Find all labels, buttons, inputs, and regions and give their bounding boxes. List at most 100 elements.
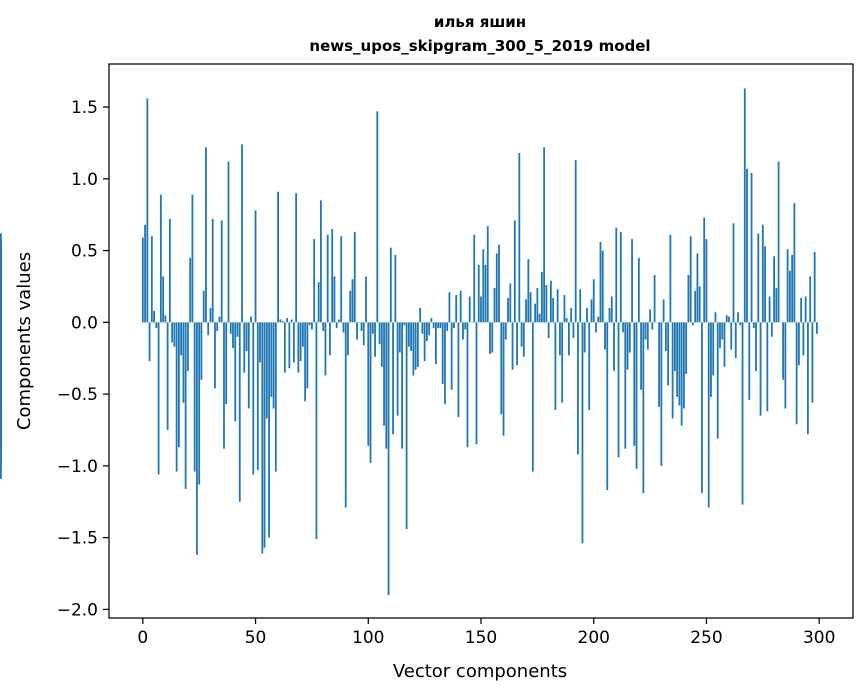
bar (723, 322, 726, 367)
x-axis-ticks: 0 50 100 150 200 250 300 (137, 618, 835, 648)
bar (597, 316, 600, 323)
bar (545, 285, 548, 323)
bar (385, 322, 388, 449)
bar (732, 223, 735, 323)
bar (338, 319, 340, 323)
bar (770, 322, 773, 337)
bar (509, 283, 512, 323)
bar (462, 322, 464, 340)
bar (710, 322, 712, 397)
bar (353, 231, 356, 323)
bar (259, 322, 261, 363)
bar (570, 307, 573, 323)
bar (349, 290, 352, 323)
bar (536, 287, 539, 323)
bar (664, 322, 667, 352)
bar (191, 194, 194, 323)
bar (513, 220, 516, 323)
bar (367, 322, 370, 446)
bar (394, 254, 397, 323)
bar (216, 322, 219, 331)
bar (455, 295, 458, 323)
bar (565, 318, 568, 323)
y-tick-label: 1.5 (71, 98, 98, 118)
bar (633, 322, 636, 446)
bar (588, 322, 591, 410)
bar (180, 322, 183, 356)
bar (556, 289, 559, 323)
bar (714, 312, 717, 323)
bar (793, 203, 796, 323)
bar (653, 274, 656, 323)
bar (171, 322, 174, 343)
bar (502, 322, 505, 436)
bar (250, 316, 252, 323)
bar (797, 322, 800, 366)
bar (209, 307, 212, 323)
bar (683, 322, 685, 409)
bar (157, 322, 160, 475)
bar (227, 161, 230, 323)
bar (392, 322, 394, 435)
bar (184, 322, 187, 489)
bar (297, 322, 300, 373)
bar (459, 290, 462, 323)
bar (520, 322, 523, 347)
bar (398, 322, 401, 353)
bar (813, 252, 816, 323)
bar (243, 322, 246, 373)
bar (477, 264, 480, 323)
bar (144, 224, 146, 323)
bar (782, 322, 785, 380)
bar (549, 280, 552, 323)
bar (525, 299, 527, 323)
bar (225, 322, 228, 405)
bar (241, 144, 243, 323)
bar (712, 322, 715, 376)
bar (606, 322, 609, 491)
bar (701, 322, 703, 494)
bar (637, 257, 640, 323)
bar (177, 322, 180, 448)
bar (288, 322, 291, 369)
bar (187, 322, 189, 372)
bar (464, 322, 467, 330)
bar (768, 296, 771, 323)
bar (148, 322, 151, 362)
bar (247, 322, 250, 409)
bar (504, 322, 507, 340)
bar (383, 322, 385, 426)
x-tick-label: 100 (352, 628, 384, 648)
bar (577, 322, 579, 455)
bar (608, 307, 611, 323)
bar (324, 322, 327, 376)
bar (205, 147, 207, 323)
bar (599, 241, 602, 323)
bar (766, 322, 769, 412)
bar (592, 279, 595, 323)
bar (423, 322, 426, 362)
bar (444, 322, 446, 405)
bar (750, 173, 753, 323)
bar (329, 322, 331, 356)
bar (595, 322, 597, 333)
bar (351, 279, 354, 323)
bar (694, 290, 697, 323)
bar (531, 322, 534, 472)
bar (268, 322, 270, 538)
bar (308, 322, 311, 326)
bar (457, 322, 460, 418)
bar (263, 322, 266, 548)
bar (272, 322, 275, 409)
bar (141, 237, 144, 323)
bar (624, 322, 627, 449)
bar (518, 152, 521, 323)
bar (615, 227, 618, 323)
bar (290, 319, 293, 323)
bar (764, 246, 766, 323)
bar (220, 220, 223, 323)
bar (489, 322, 491, 354)
bar (669, 234, 672, 323)
